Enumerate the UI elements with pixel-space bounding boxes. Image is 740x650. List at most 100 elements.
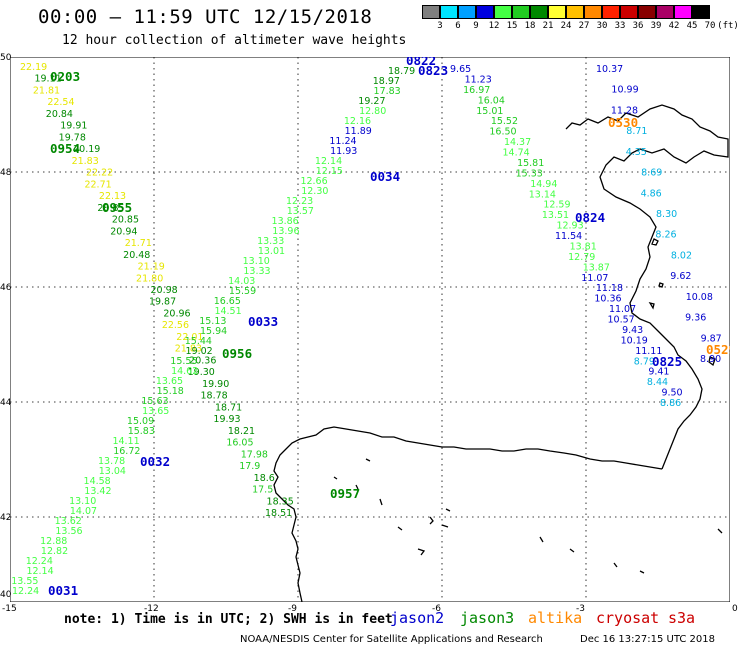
wave-height-value: 17.9: [239, 461, 260, 472]
wave-height-value: 8.30: [656, 209, 677, 220]
map-frame: [10, 57, 730, 602]
wave-height-value: 11.18: [596, 283, 623, 294]
wave-height-value: 18.21: [228, 426, 255, 437]
color-swatch: [584, 5, 602, 19]
wave-height-value: 13.78: [98, 456, 125, 467]
pass-id-label: 0530: [608, 115, 638, 130]
wave-height-value: 11.93: [330, 146, 357, 157]
color-swatch: [674, 5, 692, 19]
color-swatch: [422, 5, 440, 19]
color-swatch: [602, 5, 620, 19]
legend-cryosat: cryosat: [596, 609, 660, 627]
wave-height-value: 15.94: [200, 326, 227, 337]
color-swatch-label: 45: [686, 21, 698, 31]
color-swatch-label: 9: [473, 21, 479, 31]
wave-height-value: 14.74: [503, 148, 530, 159]
color-swatch: [530, 5, 548, 19]
wave-height-value: 11.89: [345, 126, 372, 137]
color-swatch-label: 27: [578, 21, 590, 31]
wave-height-value: 20.84: [46, 109, 73, 120]
wave-height-value: 15.33: [516, 168, 543, 179]
color-swatch: [566, 5, 584, 19]
graticule: [10, 57, 730, 602]
wave-height-value: 22.54: [47, 97, 74, 108]
page-subtitle: 12 hour collection of altimeter wave hei…: [62, 33, 407, 48]
wave-height-value: 16.50: [489, 127, 516, 138]
wave-height-value: 14.37: [504, 137, 531, 148]
wave-height-value: 12.14: [315, 156, 342, 167]
pass-id-label: 0955: [102, 200, 132, 215]
footer-note: note: 1) Time is in UTC; 2) SWH is in fe…: [64, 612, 393, 627]
wave-height-value: 18.51: [265, 508, 292, 519]
longitude-tick-label: -15: [2, 604, 17, 614]
wave-height-value: 8.86: [660, 398, 681, 409]
color-swatch: [638, 5, 656, 19]
wave-height-value: 16.05: [226, 438, 253, 449]
pass-id-label: 0956: [222, 346, 252, 361]
wave-height-value: 14.03: [228, 276, 255, 287]
wave-height-value: 9.65: [450, 64, 471, 75]
wave-height-value: 13.10: [243, 256, 270, 267]
wave-height-value: 8.71: [626, 126, 647, 137]
generated-timestamp: Dec 16 13:27:15 UTC 2018: [580, 634, 715, 645]
wave-height-value: 11.11: [635, 346, 662, 357]
wave-height-value: 22.19: [20, 62, 47, 73]
pass-id-label: 0824: [575, 210, 605, 225]
wave-height-value: 13.81: [570, 241, 597, 252]
coastline-spain: [273, 426, 663, 602]
color-swatch: [494, 5, 512, 19]
wave-height-value: 22.56: [162, 320, 189, 331]
color-swatch-label: 70: [704, 21, 716, 31]
wave-height-value: 13.65: [142, 406, 169, 417]
color-swatch-label: 6: [455, 21, 461, 31]
wave-height-value: 11.24: [329, 136, 356, 147]
wave-height-value: 13.04: [99, 466, 126, 477]
legend-s3a: s3a: [668, 609, 696, 627]
wave-height-value: 12.66: [300, 176, 327, 187]
wave-height-value: 9.43: [622, 325, 643, 336]
color-swatch-label: 21: [542, 21, 554, 31]
pass-id-label: 0031: [48, 583, 78, 598]
wave-height-value: 11.07: [581, 273, 608, 284]
wave-height-value: 19.11: [34, 74, 61, 85]
wave-height-value: 13.65: [156, 376, 183, 387]
wave-height-value: 8.90: [700, 354, 721, 365]
wave-height-value: 15.13: [199, 316, 226, 327]
wave-height-value: 20.48: [123, 250, 150, 261]
wave-height-value: 14.94: [530, 179, 557, 190]
wave-height-value: 13.96: [272, 226, 299, 237]
color-swatch-label: 39: [650, 21, 662, 31]
wave-height-value: 13.42: [84, 486, 111, 497]
wave-height-value: 15.59: [229, 286, 256, 297]
wave-height-labels: 22.1919.1121.8122.5420.8419.9119.7820.19…: [11, 57, 730, 598]
wave-height-value: 20.98: [151, 285, 178, 296]
longitude-tick-label: 0: [732, 604, 738, 614]
wave-height-value: 19.91: [60, 121, 87, 132]
pass-id-label: 0033: [248, 314, 278, 329]
legend-jason2: jason2: [390, 609, 445, 627]
wave-height-value: 8.02: [671, 250, 692, 261]
wave-height-value: 21.83: [72, 156, 99, 167]
wave-height-value: 12.23: [286, 196, 313, 207]
wave-height-value: 13.57: [287, 206, 314, 217]
wave-height-value: 4.86: [641, 188, 662, 199]
wave-height-value: 9.36: [685, 313, 706, 324]
wave-height-value: 21.19: [138, 262, 165, 273]
wave-height-value: 15.83: [128, 426, 155, 437]
wave-height-value: 22.22: [86, 168, 113, 179]
map-area: 22.1919.1121.8122.5420.8419.9119.7820.19…: [10, 57, 730, 602]
color-swatch: [476, 5, 494, 19]
wave-height-value: 13.56: [55, 526, 82, 537]
wave-height-value: 10.37: [596, 64, 623, 75]
wave-height-value: 21.81: [33, 85, 60, 96]
wave-height-value: 17.98: [241, 449, 268, 460]
wave-height-value: 19.87: [149, 297, 176, 308]
color-swatch-label: 30: [596, 21, 608, 31]
wave-height-value: 19.90: [202, 379, 229, 390]
wave-height-value: 20.96: [163, 308, 190, 319]
wave-height-value: 10.99: [611, 85, 638, 96]
color-swatch: [440, 5, 458, 19]
wave-height-value: 20.94: [110, 226, 137, 237]
coastline: [273, 104, 729, 602]
wave-height-value: 19.93: [213, 414, 240, 425]
